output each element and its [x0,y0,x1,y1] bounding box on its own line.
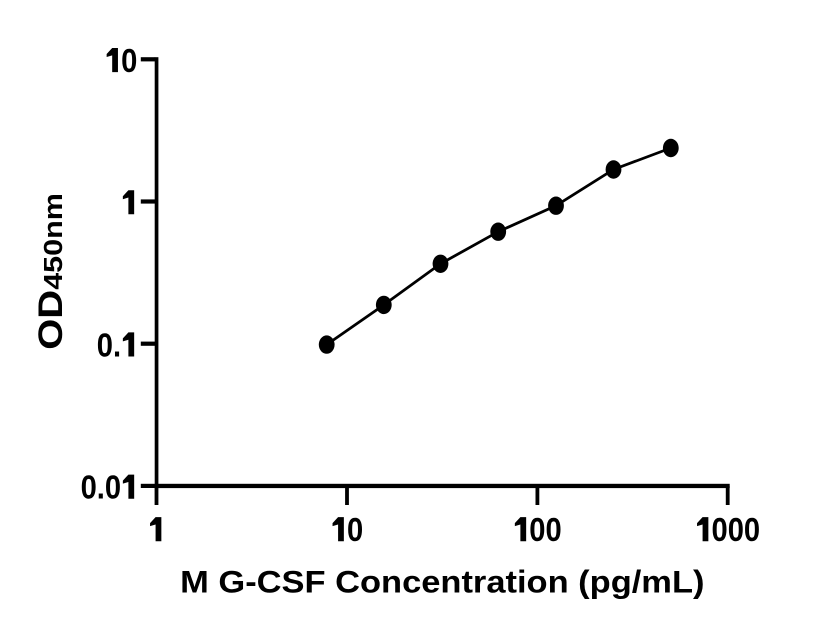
svg-text:00: 00 [529,511,561,548]
svg-text:0.: 0. [97,327,121,364]
svg-text:M G-CSF Concentration (pg/mL): M G-CSF Concentration (pg/mL) [180,564,704,599]
svg-text:OD450nm: OD450nm [31,193,70,350]
svg-text:0.0: 0.0 [81,469,121,506]
svg-text:0: 0 [347,511,363,548]
svg-text:0: 0 [121,42,137,79]
svg-text:000: 000 [712,511,761,548]
